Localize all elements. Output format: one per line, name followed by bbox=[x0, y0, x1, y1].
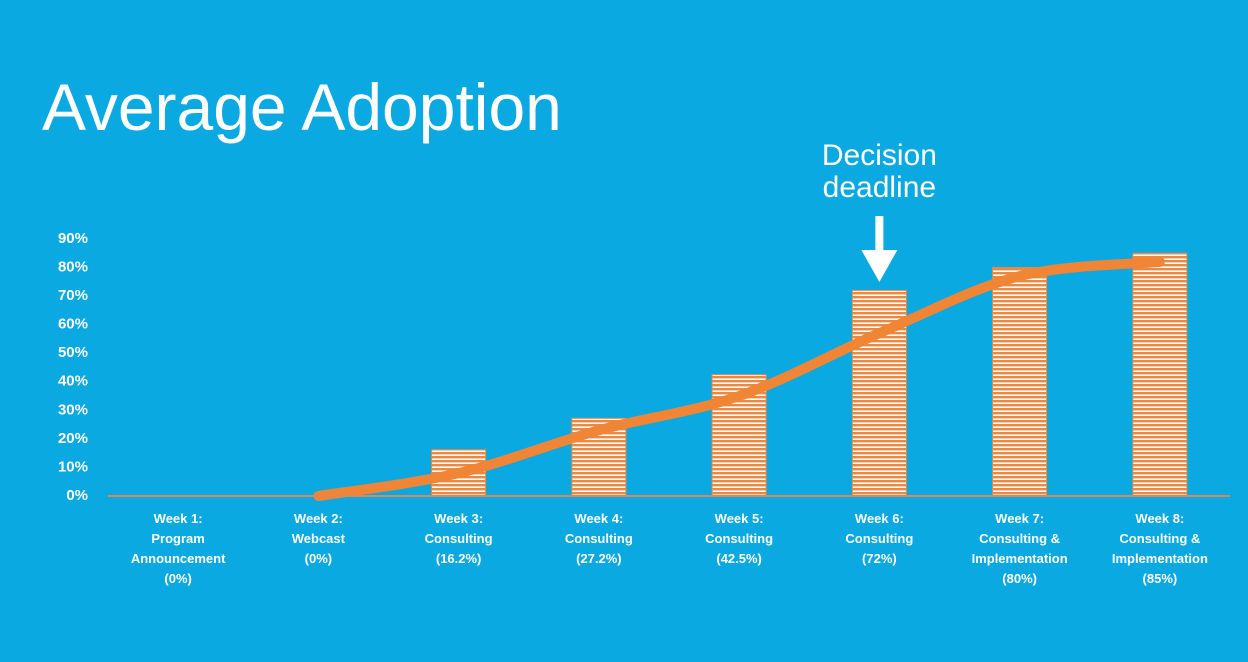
x-tick-line: Consulting & bbox=[1119, 531, 1200, 546]
x-tick-label: Week 1: Program Announcement (0%) bbox=[131, 511, 226, 586]
x-tick-line: Consulting bbox=[425, 531, 493, 546]
x-tick-line: Week 4: bbox=[574, 511, 623, 526]
x-tick-line: Week 8: bbox=[1135, 511, 1184, 526]
x-tick-line: Consulting bbox=[845, 531, 913, 546]
chart-title: Average Adoption bbox=[42, 70, 562, 144]
x-tick-line: Week 7: bbox=[995, 511, 1044, 526]
x-tick-line: Week 3: bbox=[434, 511, 483, 526]
y-tick-label: 50% bbox=[58, 344, 88, 361]
y-tick-label: 80% bbox=[58, 259, 88, 276]
x-tick-line: Announcement bbox=[131, 551, 226, 566]
y-tick-label: 70% bbox=[58, 287, 88, 304]
y-tick-label: 40% bbox=[58, 373, 88, 390]
x-tick-label: Week 5: Consulting (42.5%) bbox=[705, 511, 773, 566]
annotation: deadline bbox=[823, 171, 936, 204]
x-tick-label: Week 8: Consulting & Implementation (85%) bbox=[1112, 511, 1208, 586]
y-tick-label: 0% bbox=[66, 487, 88, 504]
x-tick-line: Webcast bbox=[292, 531, 346, 546]
x-tick-line: Consulting bbox=[705, 531, 773, 546]
x-tick-label: Week 4: Consulting (27.2%) bbox=[565, 511, 633, 566]
x-tick-line: Program bbox=[151, 531, 204, 546]
x-tick-line: (42.5%) bbox=[716, 551, 762, 566]
y-tick-label: 20% bbox=[58, 430, 88, 447]
bar bbox=[1132, 252, 1188, 497]
x-tick-line: Week 6: bbox=[855, 511, 904, 526]
bar bbox=[711, 374, 767, 497]
y-tick-label: 10% bbox=[58, 458, 88, 475]
x-tick-label: Week 7: Consulting & Implementation (80%) bbox=[972, 511, 1068, 586]
y-tick-label: 30% bbox=[58, 401, 88, 418]
annotation: Decision bbox=[822, 139, 937, 172]
y-tick-label: 60% bbox=[58, 316, 88, 333]
x-tick-line: Week 2: bbox=[294, 511, 343, 526]
x-tick-line: (0%) bbox=[305, 551, 332, 566]
arrow-head bbox=[861, 250, 898, 282]
x-tick-label: Week 3: Consulting (16.2%) bbox=[425, 511, 493, 566]
x-tick-line: (80%) bbox=[1002, 571, 1037, 586]
x-tick-label: Week 6: Consulting (72%) bbox=[845, 511, 913, 566]
trend-line bbox=[313, 256, 1165, 501]
x-tick-line: Consulting & bbox=[979, 531, 1060, 546]
x-tick-line: (16.2%) bbox=[436, 551, 482, 566]
bar bbox=[992, 267, 1048, 497]
x-tick-line: (27.2%) bbox=[576, 551, 622, 566]
x-tick-line: Implementation bbox=[1112, 551, 1208, 566]
x-tick-line: Consulting bbox=[565, 531, 633, 546]
y-tick-label: 90% bbox=[58, 230, 88, 247]
x-tick-line: Implementation bbox=[972, 551, 1068, 566]
x-tick-label: Week 2: Webcast (0%) bbox=[292, 511, 346, 566]
x-tick-line: (0%) bbox=[164, 571, 191, 586]
x-tick-line: (85%) bbox=[1143, 571, 1178, 586]
x-tick-line: Week 1: bbox=[154, 511, 203, 526]
arrow-shaft bbox=[875, 216, 884, 252]
x-tick-line: Week 5: bbox=[715, 511, 764, 526]
x-tick-line: (72%) bbox=[862, 551, 897, 566]
